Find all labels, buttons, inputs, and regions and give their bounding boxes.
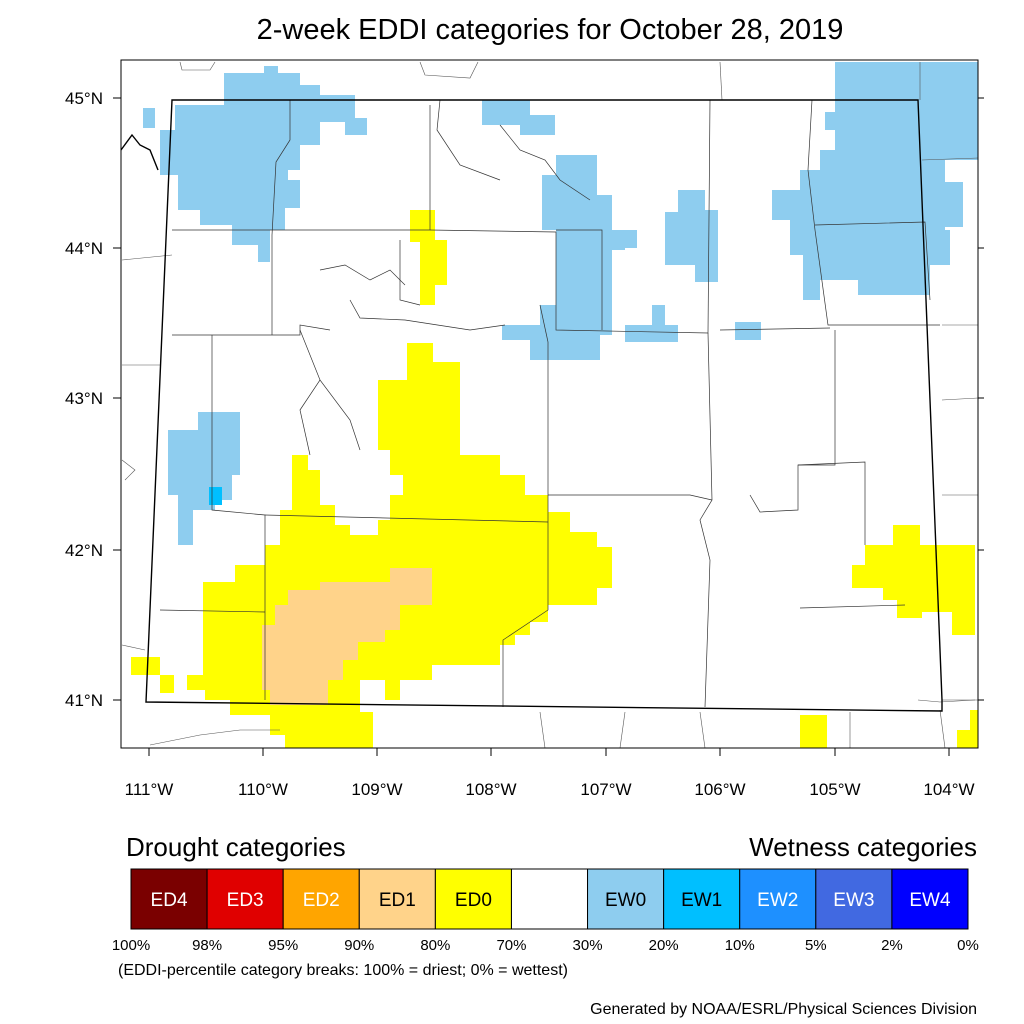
lat-label-43: 43°N [65,389,103,408]
legend-swatch-ed0 [434,868,512,930]
legend-break-label: 2% [881,937,903,954]
legend-label-ew0: EW0 [605,890,646,911]
map-frame [120,59,979,749]
legend-label-ed3: ED3 [227,890,264,911]
legend-label-ew2: EW2 [757,890,798,911]
legend-break-label: 98% [192,937,222,954]
lon-axis [148,748,950,756]
legend-swatch-ed1 [358,868,436,930]
legend-label-ed0: ED0 [455,890,492,911]
legend-swatch-ed2 [282,868,360,930]
lat-label-45: 45°N [65,89,103,108]
lon-label-110: 110°W [238,780,288,799]
legend-label-ed4: ED4 [151,890,188,911]
lat-label-41: 41°N [65,691,103,710]
legend-swatch-ed3 [206,868,284,930]
lon-label-104: 104°W [923,780,974,799]
legend-break-label: 30% [573,937,603,954]
legend-swatch-ed4 [130,868,208,930]
eddi-map: 45°N 44°N 43°N 42°N 41°N 111°W 110°W 109… [65,59,984,799]
legend-break-label: 10% [725,937,755,954]
wetness-heading: Wetness categories [749,832,977,862]
credit-line: Generated by NOAA/ESRL/Physical Sciences… [590,1001,977,1018]
legend-break-label: 80% [420,937,450,954]
legend-swatch-ew3 [815,868,893,930]
legend-break-label: 90% [344,937,374,954]
lon-label-108: 108°W [465,780,516,799]
lon-label-106: 106°W [694,780,745,799]
legend-swatch-ew4 [891,868,969,930]
lat-label-44: 44°N [65,239,103,258]
legend-swatch-ew1 [663,868,741,930]
legend-label-ew4: EW4 [909,890,951,911]
lon-label-109: 109°W [351,780,402,799]
wet-ew0-regions [143,62,978,545]
legend-footnote: (EDDI-percentile category breaks: 100% =… [118,962,568,979]
wet-ew1-pixel [209,487,222,505]
legend-swatch-normal [510,868,589,930]
lon-label-107: 107°W [580,780,631,799]
legend-break-label: 5% [805,937,827,954]
legend-swatch-ew2 [739,868,817,930]
legend-swatch-ew0 [587,868,665,930]
wyoming-border [145,99,943,712]
neighbor-boundaries [121,61,979,749]
legend-break-label: 70% [496,937,526,954]
legend-label-ew3: EW3 [833,890,874,911]
legend-label-ed2: ED2 [303,890,340,911]
lon-label-111: 111°W [125,780,174,799]
legend-break-label: 20% [649,937,679,954]
montana-idaho-border [120,133,159,171]
lat-axis [113,97,984,701]
legend-label-ew1: EW1 [681,890,722,911]
map-title: 2-week EDDI categories for October 28, 2… [256,14,844,46]
county-boundaries [159,99,940,708]
lon-label-105: 105°W [809,780,860,799]
drought-heading: Drought categories [126,832,346,862]
legend-label-ed1: ED1 [379,890,416,911]
legend-break-label: 95% [268,937,298,954]
legend-break-label: 0% [957,937,979,954]
legend-break-label: 100% [112,937,150,954]
dry-ed1-region [262,568,432,705]
lat-label-42: 42°N [65,541,103,560]
